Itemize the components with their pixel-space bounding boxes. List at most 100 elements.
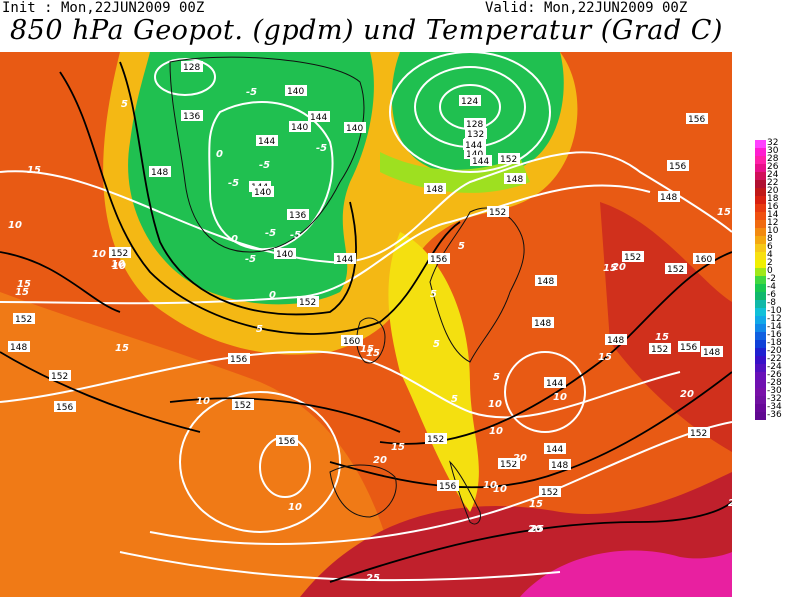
temperature-label: 15 xyxy=(391,442,405,453)
temperature-label: 10 xyxy=(288,502,302,513)
legend-level: 22 xyxy=(755,178,790,188)
weather-map: 1281401401441361401441441401361401441241… xyxy=(0,52,732,597)
geopotential-label-bg xyxy=(297,296,319,307)
geopotential-label: 136 xyxy=(183,112,200,122)
geopotential-label: 140 xyxy=(276,250,293,260)
legend-label: -32 xyxy=(767,394,782,404)
temperature-label: 5 xyxy=(451,394,458,405)
legend-label: -28 xyxy=(767,378,782,388)
high-cell-atlantic xyxy=(179,391,341,533)
geopotential-label: 148 xyxy=(426,185,443,195)
geopotential-label-bg xyxy=(498,458,520,469)
geopotential-label: 152 xyxy=(651,345,668,355)
geopotential-label: 156 xyxy=(688,115,705,125)
geopotential-label-bg xyxy=(428,253,450,264)
legend-level: -36 xyxy=(755,410,790,420)
geopotential-isolines xyxy=(0,52,732,582)
legend-swatch xyxy=(755,140,766,148)
isoline-152-south xyxy=(149,421,732,545)
temperature-label: -5 xyxy=(245,254,256,265)
geopotential-label-bg xyxy=(425,433,447,444)
map-title: 850 hPa Geopot. (gpdm) und Temperatur (G… xyxy=(10,15,723,46)
geopotential-label: 144 xyxy=(546,379,563,389)
temperature-label: 5 xyxy=(256,324,263,335)
legend-swatch xyxy=(755,308,766,316)
isoline-156 xyxy=(0,350,681,419)
geopotential-label-bg xyxy=(285,85,307,96)
legend-level: 30 xyxy=(755,146,790,156)
legend-label: 14 xyxy=(767,210,779,220)
geopotential-label-bg xyxy=(256,135,278,146)
legend-swatch xyxy=(755,196,766,204)
legend-level: 4 xyxy=(755,250,790,260)
geopotential-label-bg xyxy=(344,122,366,133)
geopotential-label-bg xyxy=(54,401,76,412)
isotherm-5 xyxy=(59,71,461,335)
geopotential-label: 144 xyxy=(472,157,489,167)
geopotential-label-bg xyxy=(532,317,554,328)
legend-swatch xyxy=(755,236,766,244)
legend-label: 24 xyxy=(767,170,779,180)
isotherm-10 xyxy=(0,251,401,433)
legend-label: 18 xyxy=(767,194,779,204)
coastline-iberia xyxy=(329,464,397,518)
geopotential-label-bg xyxy=(437,480,459,491)
legend-level: 28 xyxy=(755,154,790,164)
legend-label: 12 xyxy=(767,218,779,228)
temperature-label: 15 xyxy=(655,332,669,343)
temperature-label: 25 xyxy=(530,524,544,535)
geopotential-label: 136 xyxy=(289,211,306,221)
geopotential-label-bg xyxy=(289,121,311,132)
legend-label: -8 xyxy=(767,298,776,308)
legend-label: -26 xyxy=(767,370,782,380)
low-center-west xyxy=(154,58,216,96)
legend-swatch xyxy=(755,244,766,252)
geopotential-label: 148 xyxy=(151,168,168,178)
legend-level: -32 xyxy=(755,394,790,404)
geopotential-label: 152 xyxy=(489,208,506,218)
geopotential-label: 160 xyxy=(343,337,360,347)
legend-swatch xyxy=(755,316,766,324)
legend-level: 16 xyxy=(755,202,790,212)
legend-label: -10 xyxy=(767,306,782,316)
legend-swatch xyxy=(755,220,766,228)
legend-level: 6 xyxy=(755,242,790,252)
temperature-label: 5 xyxy=(433,339,440,350)
legend-label: -20 xyxy=(767,346,782,356)
temperature-label: -5 xyxy=(265,228,276,239)
geopotential-label-bg xyxy=(424,183,446,194)
geopotential-label-bg xyxy=(678,341,700,352)
cold-zone-arctic xyxy=(391,52,564,177)
legend-level: 2 xyxy=(755,258,790,268)
legend-label: -2 xyxy=(767,274,776,284)
legend-level: 18 xyxy=(755,194,790,204)
temperature-label: 15 xyxy=(15,287,29,298)
geopotential-label: 148 xyxy=(506,175,523,185)
temperature-label: 10 xyxy=(489,426,503,437)
legend-level: -24 xyxy=(755,362,790,372)
legend-swatch xyxy=(755,228,766,236)
temperature-label: 10 xyxy=(553,392,567,403)
geopotential-label: 156 xyxy=(430,255,447,265)
isoline-152 xyxy=(0,184,651,305)
temperature-label: -5 xyxy=(290,230,301,241)
map-svg: 1281401401441361401441441401361401441241… xyxy=(0,52,732,597)
legend-swatch xyxy=(755,204,766,212)
legend-label: 8 xyxy=(767,234,773,244)
legend-swatch xyxy=(755,148,766,156)
legend-label: 32 xyxy=(767,138,779,148)
geopotential-label-bg xyxy=(549,459,571,470)
geopotential-label: 160 xyxy=(695,255,712,265)
geopotential-label: 156 xyxy=(56,403,73,413)
legend-swatch xyxy=(755,332,766,340)
coastline-greenland xyxy=(169,56,365,253)
legend-label: 28 xyxy=(767,154,779,164)
geopotential-label: 152 xyxy=(541,488,558,498)
legend-label: -22 xyxy=(767,354,782,364)
geopotential-label: 152 xyxy=(427,435,444,445)
isoline-144 xyxy=(208,101,334,251)
legend-level: 14 xyxy=(755,210,790,220)
geopotential-label-bg xyxy=(544,443,566,454)
legend-swatch xyxy=(755,156,766,164)
temperature-label: 10 xyxy=(92,249,106,260)
